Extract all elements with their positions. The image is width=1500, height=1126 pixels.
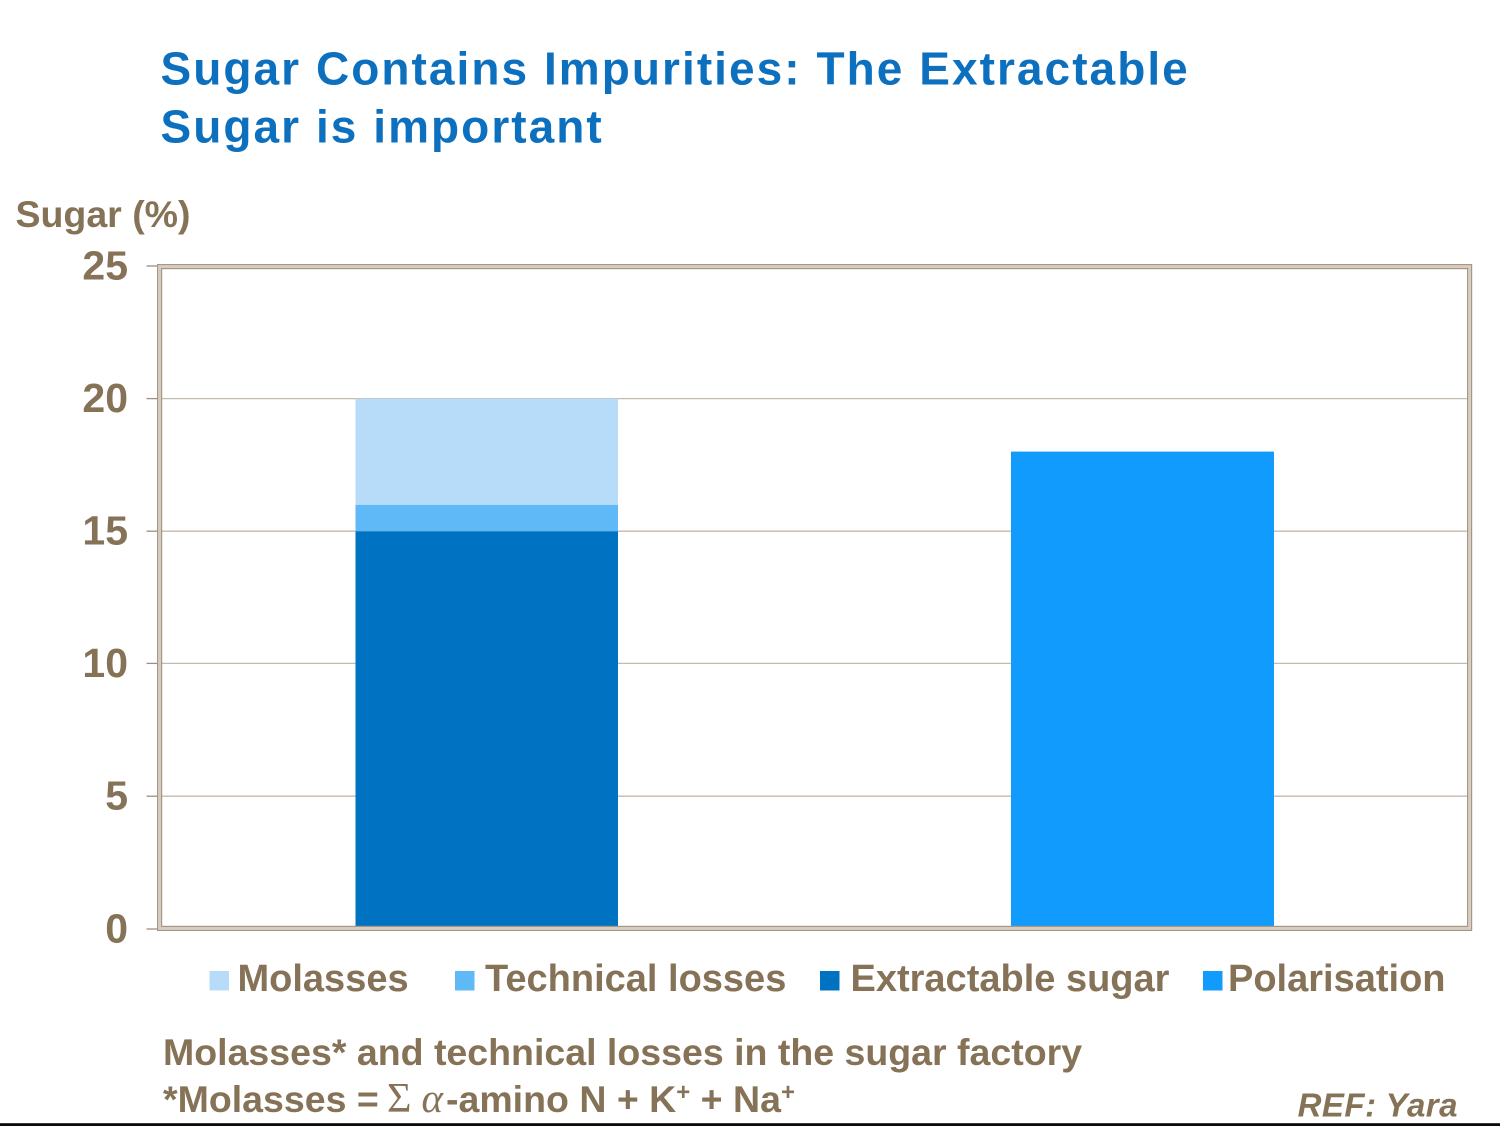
svg-text:Technical losses: Technical losses: [485, 958, 786, 1000]
svg-text:Molasses: Molasses: [238, 958, 409, 1000]
svg-text:-amino N + K+ + Na+: -amino N + K+ + Na+: [446, 1078, 795, 1120]
svg-text:5: 5: [105, 773, 128, 819]
svg-text:Extractable sugar: Extractable sugar: [851, 958, 1170, 1000]
svg-text:10: 10: [82, 640, 128, 686]
svg-text:Σ: Σ: [387, 1076, 411, 1122]
svg-text:REF: Yara: REF: Yara: [1298, 1087, 1458, 1124]
svg-text:25: 25: [82, 242, 128, 288]
svg-text:Sugar is important: Sugar is important: [161, 101, 604, 153]
svg-text:15: 15: [82, 508, 128, 554]
svg-text:Sugar (%): Sugar (%): [16, 193, 191, 235]
svg-text:20: 20: [82, 375, 128, 421]
svg-text:Polarisation: Polarisation: [1228, 958, 1446, 1000]
svg-text:α: α: [422, 1075, 445, 1121]
svg-text:Molasses* and technical losses: Molasses* and technical losses in the su…: [163, 1031, 1082, 1073]
svg-text:Sugar Contains Impurities: The: Sugar Contains Impurities: The Extractab…: [161, 42, 1190, 94]
svg-text:*Molasses =: *Molasses =: [163, 1078, 379, 1120]
svg-text:0: 0: [105, 905, 128, 951]
